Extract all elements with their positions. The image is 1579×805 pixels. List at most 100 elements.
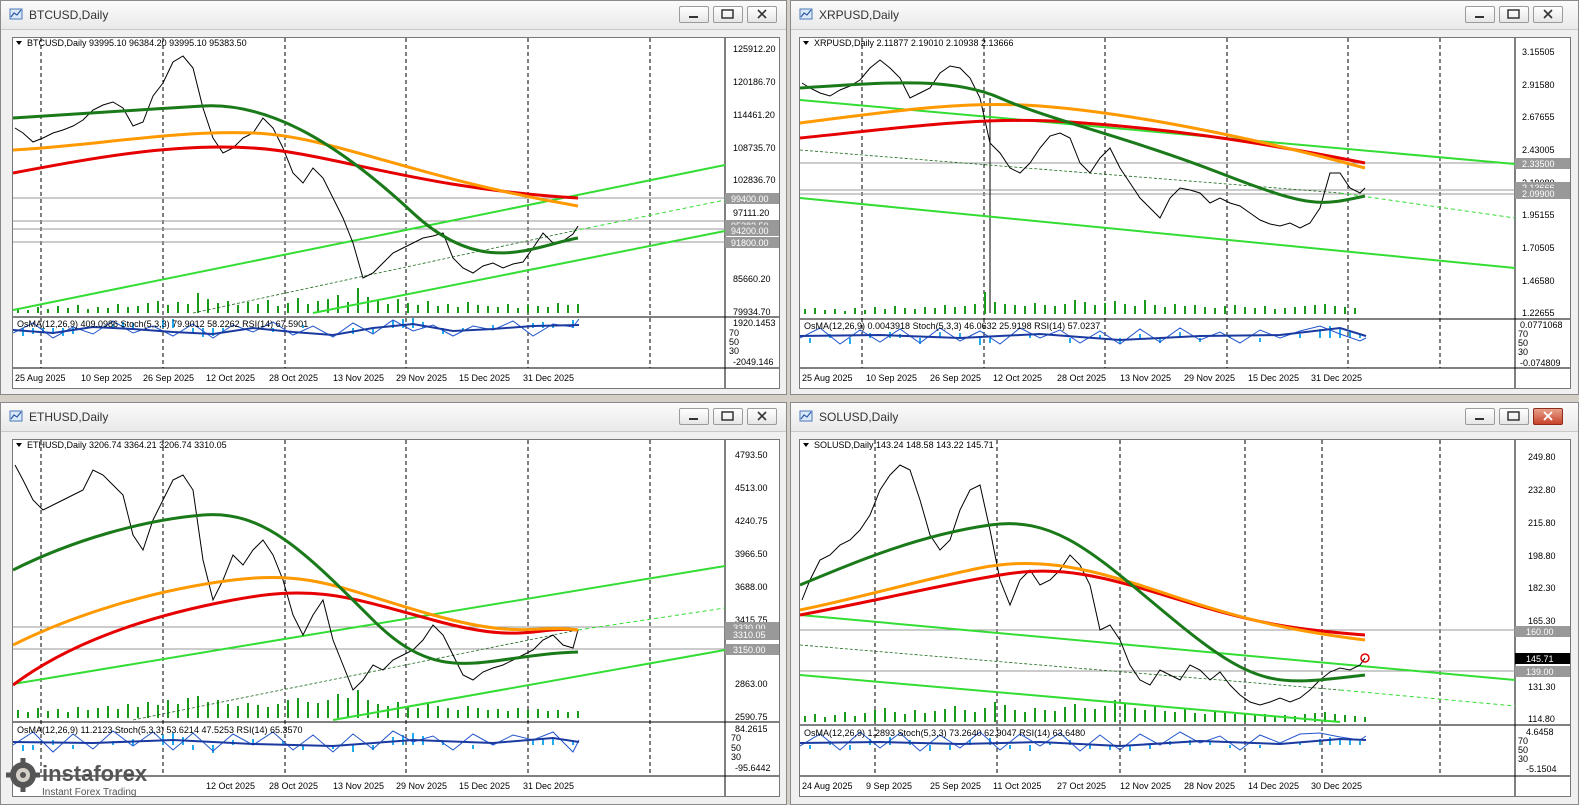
logo-svg: instaforex Instant Forex Trading xyxy=(6,758,148,798)
maximize-button[interactable] xyxy=(1499,6,1529,23)
svg-text:85660.20: 85660.20 xyxy=(733,274,771,284)
chart-svg[interactable]: ETHUSD,Daily 3206.74 3364.21 3206.74 331… xyxy=(13,440,779,796)
window-title: SOLUSD,Daily xyxy=(819,410,899,424)
price-scale-panel xyxy=(725,440,779,796)
price-scale-labels: 125912.20 120186.70 114461.20 108735.70 … xyxy=(733,44,776,317)
collapse-arrow-icon[interactable] xyxy=(803,41,809,45)
chart-info-label: XRPUSD,Daily 2.11877 2.19010 2.10938 2.1… xyxy=(814,38,1013,48)
minimize-icon xyxy=(1475,16,1484,18)
svg-text:3.15505: 3.15505 xyxy=(1522,47,1555,57)
volume-bars xyxy=(804,292,1356,314)
indicator-info-label: OsMA(12,26,9) 11.2123 Stoch(5,3,3) 53.62… xyxy=(17,725,303,735)
svg-text:29 Nov 2025: 29 Nov 2025 xyxy=(396,781,447,791)
minimize-button[interactable] xyxy=(679,408,709,425)
svg-text:29 Nov 2025: 29 Nov 2025 xyxy=(396,373,447,383)
svg-text:215.80: 215.80 xyxy=(1528,518,1556,528)
indicator-panel: OsMA(12,26,9) 0.0043918 Stoch(5,3,3) 46.… xyxy=(800,321,1367,345)
collapse-arrow-icon[interactable] xyxy=(803,443,809,447)
price-scale-panel xyxy=(725,38,779,388)
svg-text:12 Oct 2025: 12 Oct 2025 xyxy=(993,373,1042,383)
ma-fast-green xyxy=(13,513,579,665)
close-icon xyxy=(1543,411,1553,421)
indicator-info-label: OsMA(12,26,9) 409.0986 Stoch(5,3,3) 79.9… xyxy=(17,319,308,329)
indicator-panel: OsMA(12,26,9) 409.0986 Stoch(5,3,3) 79.9… xyxy=(13,318,580,339)
close-button[interactable] xyxy=(1533,6,1563,23)
svg-text:12 Oct 2025: 12 Oct 2025 xyxy=(206,373,255,383)
svg-text:30: 30 xyxy=(729,346,739,356)
svg-text:28 Nov 2025: 28 Nov 2025 xyxy=(1184,781,1235,791)
chart-window-xrp[interactable]: XRPUSD,Daily xyxy=(790,0,1579,395)
price-chart-area[interactable]: XRPUSD,Daily 2.11877 2.19010 2.10938 2.1… xyxy=(799,37,1571,389)
maximize-icon xyxy=(1507,411,1520,421)
close-button[interactable] xyxy=(1533,408,1563,425)
svg-text:79934.70: 79934.70 xyxy=(733,307,771,317)
window-titlebar[interactable]: XRPUSD,Daily xyxy=(791,1,1578,30)
svg-text:13 Nov 2025: 13 Nov 2025 xyxy=(333,373,384,383)
close-button[interactable] xyxy=(747,6,777,23)
svg-text:232.80: 232.80 xyxy=(1528,485,1556,495)
svg-text:91800.00: 91800.00 xyxy=(731,238,769,248)
maximize-button[interactable] xyxy=(713,6,743,23)
date-axis-labels: 25 Aug 2025 10 Sep 2025 26 Sep 2025 12 O… xyxy=(802,373,1362,383)
svg-text:131.30: 131.30 xyxy=(1528,682,1556,692)
minimize-button[interactable] xyxy=(679,6,709,23)
maximize-button[interactable] xyxy=(1499,408,1529,425)
trendlines xyxy=(800,99,1516,269)
svg-text:15 Dec 2025: 15 Dec 2025 xyxy=(459,781,510,791)
window-title: XRPUSD,Daily xyxy=(819,8,900,22)
svg-text:84.2615: 84.2615 xyxy=(735,724,768,734)
svg-text:15 Dec 2025: 15 Dec 2025 xyxy=(1248,373,1299,383)
svg-text:31 Dec 2025: 31 Dec 2025 xyxy=(523,781,574,791)
svg-text:27 Oct 2025: 27 Oct 2025 xyxy=(1057,781,1106,791)
window-title: BTCUSD,Daily xyxy=(29,8,109,22)
collapse-arrow-icon[interactable] xyxy=(16,41,22,45)
svg-text:70: 70 xyxy=(1518,329,1528,339)
maximize-button[interactable] xyxy=(713,408,743,425)
chart-svg[interactable]: SOLUSD,Daily 143.24 148.58 143.22 145.71… xyxy=(800,440,1570,796)
price-chart-area[interactable]: SOLUSD,Daily 143.24 148.58 143.22 145.71… xyxy=(799,439,1571,797)
minimize-button[interactable] xyxy=(1465,6,1495,23)
chart-info-label: SOLUSD,Daily 143.24 148.58 143.22 145.71 xyxy=(814,440,994,450)
ma-slow-red xyxy=(13,145,579,200)
horizontal-levels xyxy=(13,197,725,243)
chart-window-sol[interactable]: SOLUSD,Daily xyxy=(790,402,1579,805)
chart-svg[interactable]: BTCUSD,Daily 93995.10 96384.20 93995.10 … xyxy=(13,38,779,388)
svg-text:139.00: 139.00 xyxy=(1526,667,1554,677)
window-titlebar[interactable]: SOLUSD,Daily xyxy=(791,403,1578,432)
price-chart-area[interactable]: ETHUSD,Daily 3206.74 3364.21 3206.74 331… xyxy=(12,439,780,797)
level-price-tags: 99400.00 95383.50 94200.00 91800.00 xyxy=(725,193,779,248)
price-marker-icon xyxy=(1360,653,1370,663)
svg-text:24 Aug 2025: 24 Aug 2025 xyxy=(802,781,853,791)
window-title: ETHUSD,Daily xyxy=(29,410,109,424)
close-icon xyxy=(1543,9,1553,19)
window-titlebar[interactable]: BTCUSD,Daily xyxy=(1,1,786,30)
svg-text:29 Nov 2025: 29 Nov 2025 xyxy=(1184,373,1235,383)
collapse-arrow-icon[interactable] xyxy=(16,443,22,447)
svg-text:97111.20: 97111.20 xyxy=(733,208,769,218)
price-chart-area[interactable]: BTCUSD,Daily 93995.10 96384.20 93995.10 … xyxy=(12,37,780,389)
ma-fast-green xyxy=(800,81,1366,204)
svg-text:26 Sep 2025: 26 Sep 2025 xyxy=(930,373,981,383)
svg-text:1.95155: 1.95155 xyxy=(1522,210,1555,220)
svg-text:31 Dec 2025: 31 Dec 2025 xyxy=(1311,373,1362,383)
window-titlebar[interactable]: ETHUSD,Daily xyxy=(1,403,786,432)
svg-text:3330.00: 3330.00 xyxy=(733,623,766,633)
close-icon xyxy=(757,411,767,421)
svg-text:30: 30 xyxy=(731,752,741,762)
minimize-button[interactable] xyxy=(1465,408,1495,425)
svg-text:3966.50: 3966.50 xyxy=(735,549,768,559)
svg-text:13 Nov 2025: 13 Nov 2025 xyxy=(1120,373,1171,383)
ma-mid-orange xyxy=(13,575,579,647)
svg-text:11 Oct 2025: 11 Oct 2025 xyxy=(993,781,1041,791)
chart-info-label: ETHUSD,Daily 3206.74 3364.21 3206.74 331… xyxy=(27,440,227,450)
svg-text:70: 70 xyxy=(1518,736,1528,746)
chart-window-btc[interactable]: BTCUSD,Daily xyxy=(0,0,787,395)
svg-text:2.09900: 2.09900 xyxy=(1522,189,1555,199)
svg-text:165.30: 165.30 xyxy=(1528,616,1556,626)
close-button[interactable] xyxy=(747,408,777,425)
indicator-info-label: OsMA(12,26,9) 1.2893 Stoch(5,3,3) 73.264… xyxy=(804,728,1085,738)
chart-window-eth[interactable]: ETHUSD,Daily xyxy=(0,402,787,805)
chart-svg[interactable]: XRPUSD,Daily 2.11877 2.19010 2.10938 2.1… xyxy=(800,38,1570,388)
indicator-scale-labels: 4.6458 70 50 30 -5.1504 xyxy=(1518,727,1557,774)
period-separators xyxy=(40,440,651,776)
